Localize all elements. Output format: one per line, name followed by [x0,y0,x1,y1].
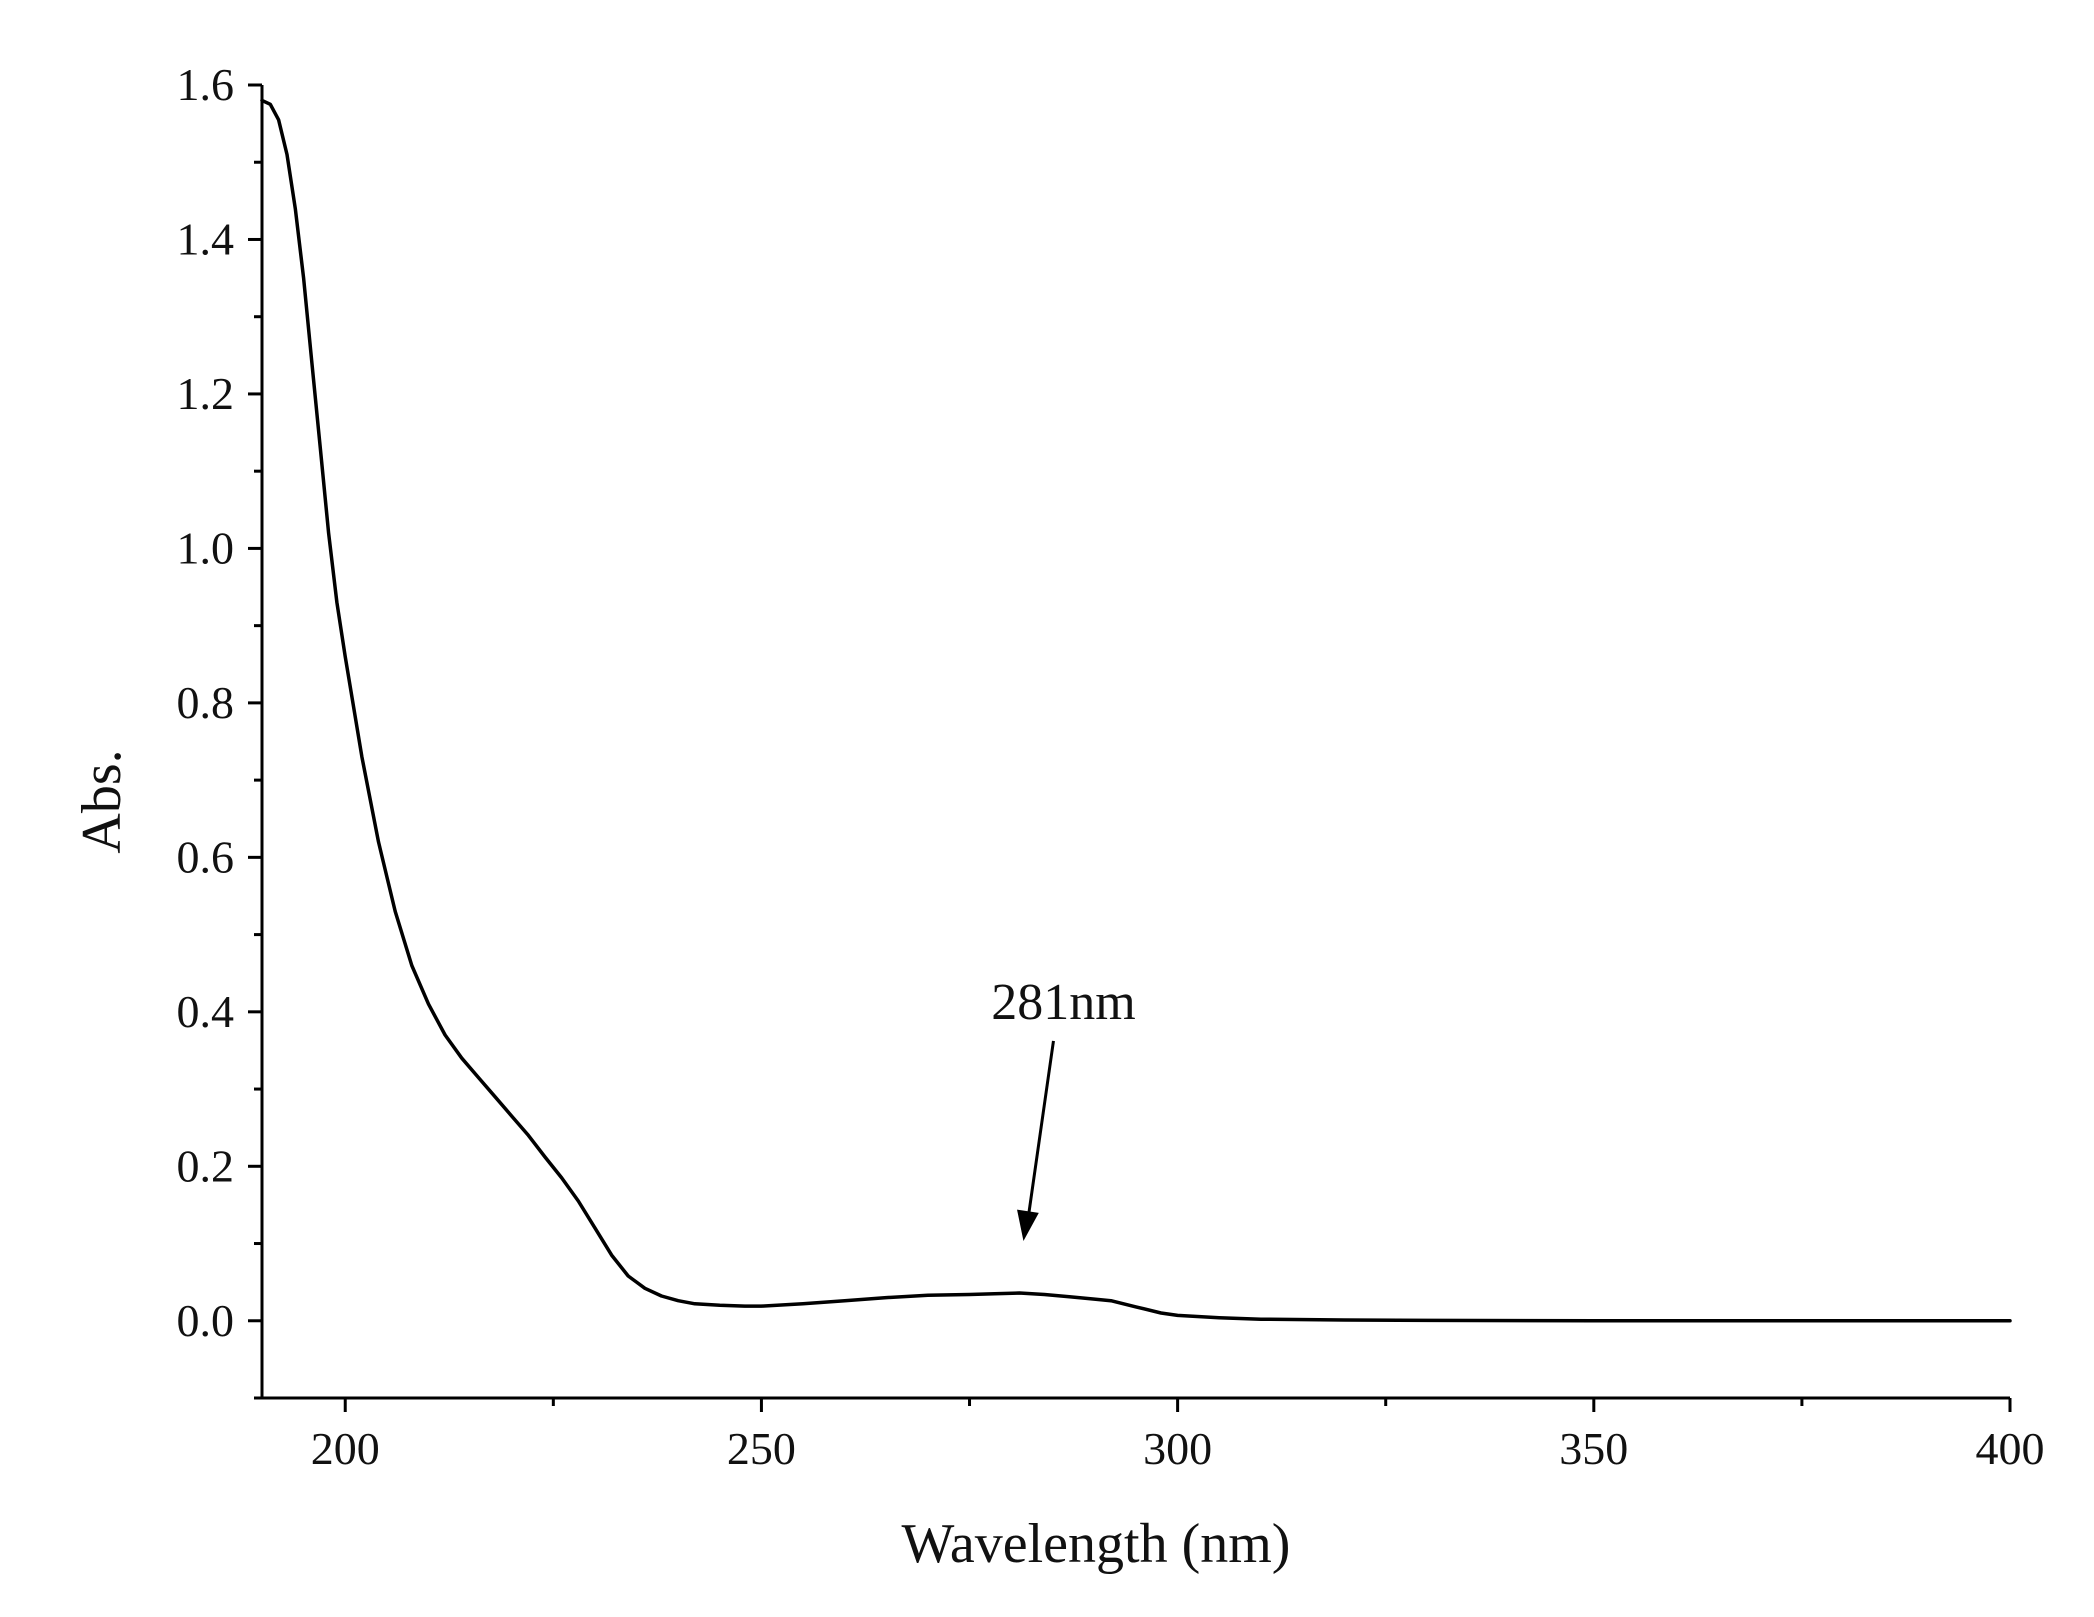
y-tick-label: 1.0 [177,522,235,573]
y-tick-label: 0.0 [177,1295,235,1346]
annotation-label-281nm: 281nm [991,974,1135,1031]
x-tick-label: 350 [1559,1423,1628,1474]
annotation-arrow-head [1017,1209,1039,1241]
y-tick-label: 1.2 [177,368,235,419]
absorbance-series-line [260,98,2012,1323]
x-axis-ticks: 200 250 300 350 400 [311,1398,2045,1474]
y-tick-label: 0.8 [177,677,235,728]
x-tick-label: 250 [727,1423,796,1474]
y-axis-ticks: 0.0 0.2 0.4 0.6 0.8 1.0 1.2 1.4 1.6 [177,59,262,1400]
x-axis-title: Wavelength (nm) [902,1513,1291,1575]
x-tick-label: 300 [1143,1423,1212,1474]
plot-frame [260,85,2010,1400]
y-tick-label: 0.6 [177,831,235,882]
x-tick-label: 200 [311,1423,380,1474]
y-tick-label: 0.4 [177,986,235,1037]
x-tick-label: 400 [1976,1423,2045,1474]
y-tick-label: 1.6 [177,59,235,110]
peak-annotation: 281nm [991,974,1136,1241]
y-tick-label: 1.4 [177,213,235,264]
y-tick-label: 0.2 [177,1140,235,1191]
y-axis-title: Abs. [71,749,133,853]
annotation-arrow-shaft [1025,1040,1055,1224]
